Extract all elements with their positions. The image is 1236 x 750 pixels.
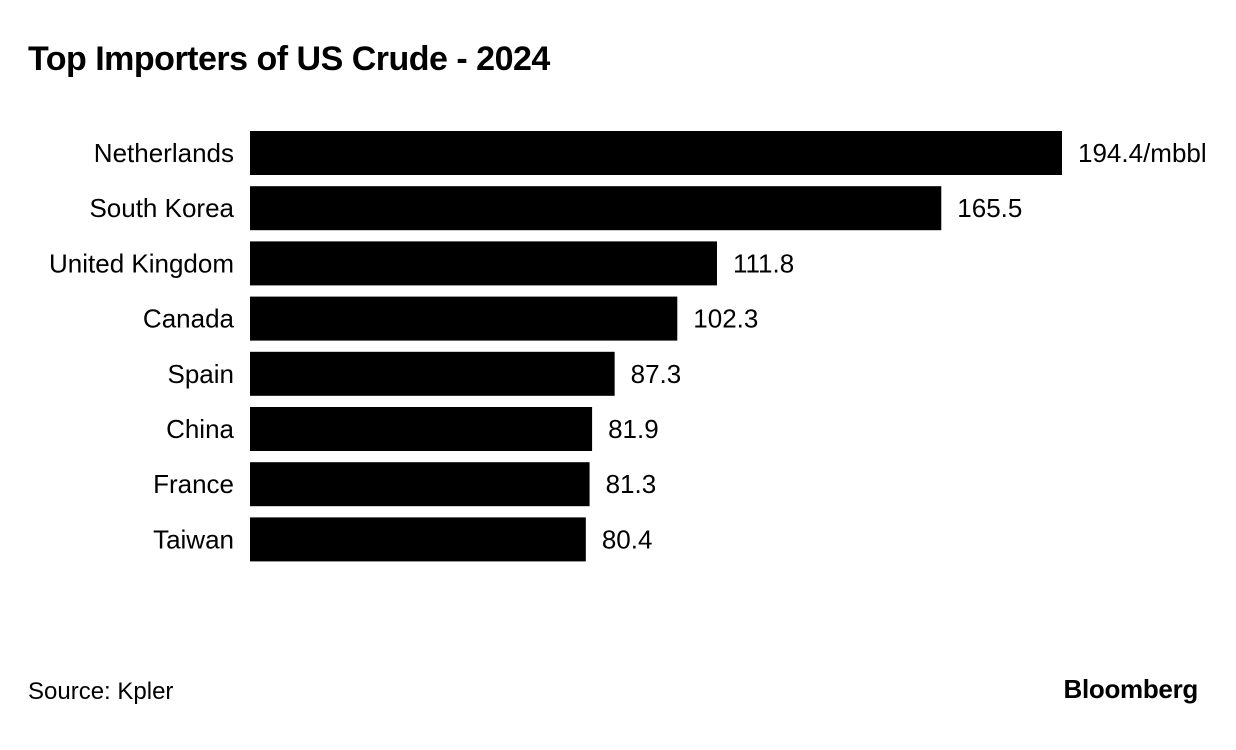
value-label: 165.5: [957, 193, 1022, 223]
bar: [250, 241, 717, 286]
category-label: Canada: [143, 304, 235, 334]
value-label: 102.3: [693, 304, 758, 334]
bar-chart: Netherlands 194.4/mbbl South Korea 165.5 Uni…: [49, 131, 1207, 562]
category-label: South Korea: [89, 193, 234, 223]
category-label: France: [153, 469, 234, 499]
value-label: 194.4/mbbl: [1078, 138, 1207, 168]
bar: [250, 131, 1062, 175]
value-label: 80.4: [602, 524, 653, 554]
value-label: 87.3: [631, 359, 682, 389]
category-label: Taiwan: [153, 524, 234, 554]
value-label: 81.9: [608, 414, 659, 444]
bar: [250, 407, 593, 451]
bar: [250, 351, 615, 396]
bar: [250, 462, 590, 507]
category-label: China: [166, 414, 234, 444]
source-note: Source: Kpler: [28, 678, 174, 705]
bar: [250, 296, 678, 341]
category-label: Netherlands: [94, 138, 234, 168]
chart-title: Top Importers of US Crude - 2024: [28, 40, 550, 78]
bar: [250, 517, 586, 562]
category-label: United Kingdom: [49, 248, 234, 278]
bloomberg-logo: Bloomberg: [1063, 674, 1198, 704]
value-label: 81.3: [606, 469, 657, 499]
category-label: Spain: [168, 359, 235, 389]
value-label: 111.8: [733, 248, 794, 278]
bar: [250, 186, 942, 231]
